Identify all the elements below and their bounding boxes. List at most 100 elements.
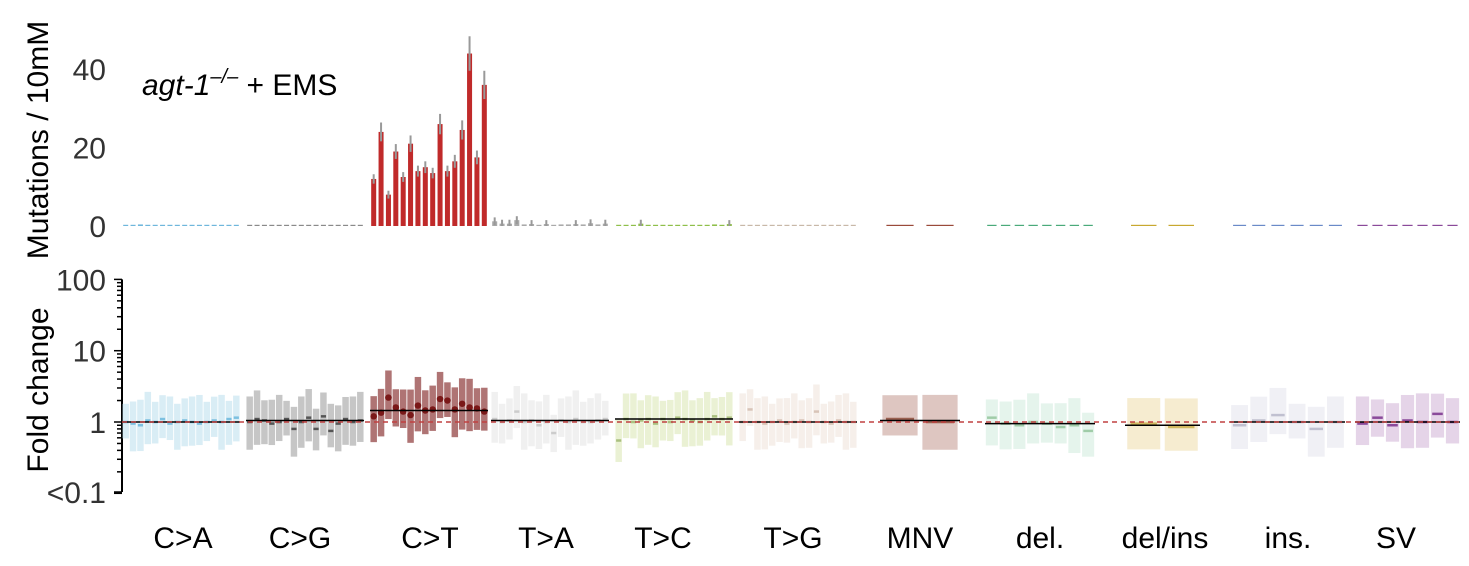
top-bar [261,224,267,226]
top-bar [437,124,443,226]
fold-change-box [129,401,137,452]
top-bar [254,224,260,226]
top-bar [580,224,586,226]
top-bar [653,224,659,226]
fold-change-box [1307,406,1325,457]
top-bar [123,224,129,226]
bottom-panel: Fold change 100 10 1 <0.1 C>A C>G C>T T>A T>C T>… [22,264,1462,555]
top-bar [226,224,232,226]
top-bar [211,224,217,226]
fold-change-box [674,392,681,435]
top-bar [233,224,239,226]
fold-change-box [144,391,152,445]
fold-change-box [1027,393,1040,444]
top-bar [378,131,384,226]
fold-change-box [1430,393,1445,438]
sample-annotation: agt-1–/– + EMS [142,66,337,102]
annotation-superscript: –/– [209,66,239,88]
top-bar [291,224,297,226]
top-bar [719,224,725,226]
top-bar [630,224,636,226]
fold-change-box [275,394,283,442]
top-bar [467,53,473,226]
top-bar [284,224,290,226]
top-bar [357,224,363,226]
fold-change-box [659,400,667,441]
fold-change-box [783,398,791,443]
fold-change-box [210,396,218,437]
top-bar [623,224,629,226]
top-bar [784,224,790,226]
top-bar [1055,224,1066,226]
top-bar [219,224,225,226]
fold-change-box [579,401,587,446]
top-bar [152,224,158,226]
fold-change-box [557,398,565,437]
category-label: MNV [887,522,954,555]
top-bar [1432,224,1443,226]
fold-change-median [436,395,444,403]
fold-change-box [327,403,335,448]
fold-change-box [703,391,711,441]
top-bar [740,224,746,226]
top-bar [1309,224,1323,226]
fold-change-box [166,396,174,441]
top-bar [616,224,622,226]
fold-change-box [1231,405,1249,449]
fold-change-box [543,394,550,444]
fold-change-box [739,393,746,442]
top-bar [335,224,341,226]
fold-change-median [458,400,466,407]
fold-change-box [999,401,1012,450]
top-bar [320,224,326,226]
top-bar [160,224,166,226]
fold-change-box [622,393,630,439]
fold-change-box [746,389,754,426]
fold-change-box [357,391,364,442]
fold-change-median [414,402,422,409]
top-bar [400,177,406,226]
top-bar [813,224,819,226]
fold-change-box [261,400,268,445]
top-bar [393,151,399,226]
top-bar [762,224,768,226]
top-bar [747,224,753,226]
top-bar [130,224,136,226]
top-bar [1000,224,1011,226]
top-y-tick-label: 40 [73,54,106,87]
fold-change-box [820,403,828,444]
fold-change-median [407,411,414,419]
category-label: T>C [634,522,692,555]
fold-change-box [528,400,535,447]
bottom-y-tick-label: 100 [56,264,106,297]
top-y-ticks: 0 20 40 [73,54,106,244]
fold-change-box [667,399,674,442]
fold-change-median [480,408,488,415]
top-y-tick-label: 20 [73,133,106,166]
fold-change-box [768,403,776,446]
top-bar [1372,224,1383,226]
fold-change-box [290,406,298,457]
fold-change-box [436,371,444,419]
top-bar [313,224,319,226]
top-bar [926,224,954,226]
category-labels: C>A C>G C>T T>A T>C T>G MNV del. del/ins ins. SV [153,522,1416,555]
top-bar [196,224,202,226]
annotation-gene: agt-1 [142,69,210,102]
top-bar [1042,224,1052,226]
fold-change-box [253,390,261,445]
fold-change-median [399,408,407,415]
top-bar [536,224,542,226]
fold-change-box [174,403,181,450]
fold-change-box [196,394,203,446]
top-bar [754,224,760,226]
top-bar [886,224,914,226]
top-bar [595,224,601,226]
top-bar [987,224,997,226]
category-label: C>A [153,522,212,555]
top-bar [474,157,480,226]
top-bar [836,224,842,226]
fold-change-box [1355,396,1370,446]
top-bar [791,224,797,226]
